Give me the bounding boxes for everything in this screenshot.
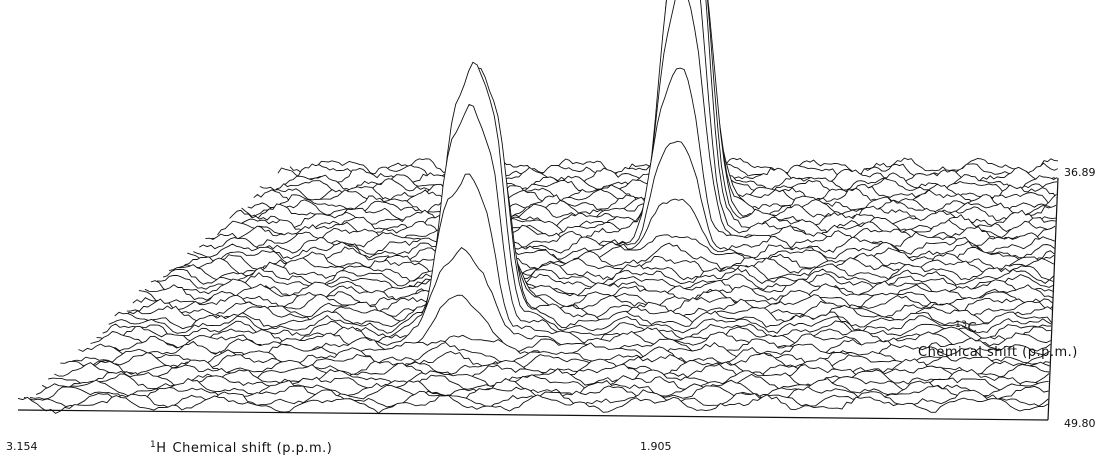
trace-fill <box>78 335 1051 362</box>
trace-fill <box>30 385 1049 404</box>
h-end: 1.905 <box>640 440 672 453</box>
trace-fill <box>181 243 1054 272</box>
trace <box>205 67 1055 250</box>
c-axis-line <box>1047 177 1059 421</box>
trace <box>17 394 1049 414</box>
trace <box>108 61 1052 334</box>
c-isotope: 13C <box>955 320 977 336</box>
trace <box>193 198 1055 261</box>
h-isotope-element: H <box>156 441 166 456</box>
c-isotope-mass: 13 <box>955 320 967 330</box>
trace <box>72 341 1051 367</box>
h-axis-label: Chemical shift (p.p.m.) <box>173 441 333 456</box>
trace <box>35 377 1049 398</box>
trace <box>138 263 1053 308</box>
h-axis-title: 1H Chemical shift (p.p.m.) <box>150 440 332 456</box>
stacked-traces <box>17 0 1059 414</box>
trace <box>66 351 1050 372</box>
trace-fill <box>18 394 1048 414</box>
c-front: 49.80 <box>1064 417 1096 430</box>
trace <box>114 67 1052 330</box>
h-axis-line <box>17 409 1049 421</box>
c-isotope-element: C <box>967 321 977 336</box>
trace <box>150 275 1054 298</box>
h-start: 3.154 <box>6 440 38 453</box>
trace <box>169 261 1054 282</box>
h-isotope-mass: 1 <box>150 440 156 450</box>
trace <box>132 230 1053 313</box>
trace <box>84 294 1051 357</box>
trace-fill <box>187 234 1055 266</box>
c-axis-label: Chemical shift (p.p.m.) <box>918 345 1078 360</box>
trace-fill <box>253 124 1057 208</box>
trace <box>41 373 1049 392</box>
c-back: 36.89 <box>1064 166 1096 179</box>
trace-fill <box>54 362 1050 383</box>
trace <box>162 267 1054 287</box>
trace-fill <box>132 230 1053 314</box>
trace <box>187 234 1055 266</box>
